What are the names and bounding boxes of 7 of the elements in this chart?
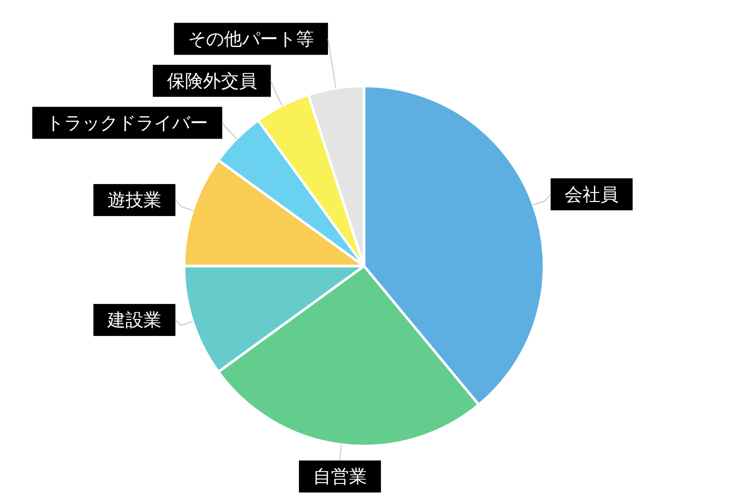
slice-label: 遊技業 xyxy=(107,190,162,210)
slice-label: その他パート等 xyxy=(188,28,314,49)
slice-label: 自営業 xyxy=(312,466,367,486)
slice-label: トラックドライバー xyxy=(46,112,208,133)
slice-label: 会社員 xyxy=(564,184,619,204)
slice-label: 建設業 xyxy=(106,310,162,330)
slice-label: 保険外交員 xyxy=(166,70,257,91)
